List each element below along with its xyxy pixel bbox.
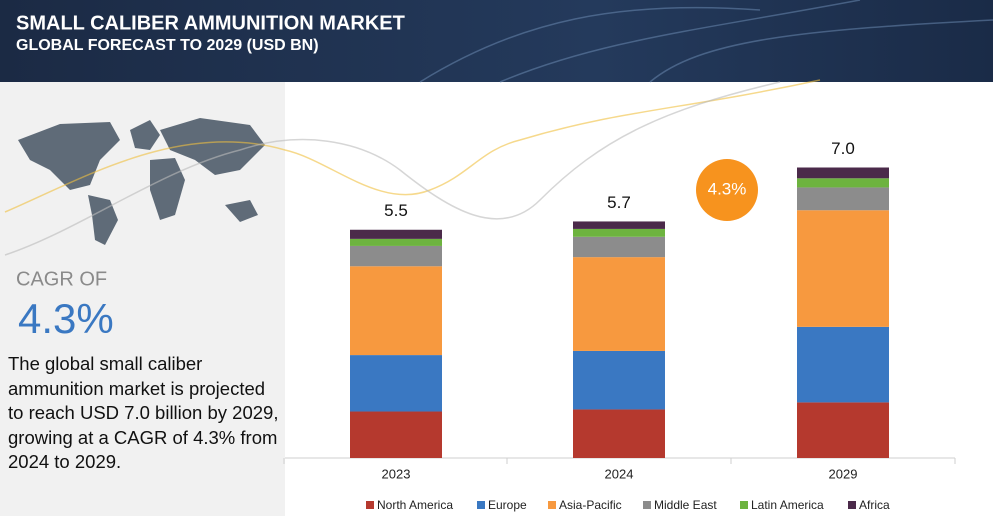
description: The global small caliber ammunition mark… bbox=[8, 353, 279, 472]
x-tick-label: 2024 bbox=[605, 466, 634, 481]
legend-swatch bbox=[366, 501, 374, 509]
bar-segment bbox=[573, 409, 665, 458]
bar-segment bbox=[573, 236, 665, 258]
legend-swatch bbox=[643, 501, 651, 509]
annotation-bubble bbox=[696, 159, 758, 221]
header-decoration bbox=[419, 0, 993, 83]
total-label: 7.0 bbox=[831, 139, 855, 158]
title: SMALL CALIBER AMMUNITION MARKET bbox=[16, 12, 405, 34]
bar-segment bbox=[797, 210, 889, 327]
bar-segment bbox=[350, 238, 442, 246]
cagr-label: CAGR OF bbox=[16, 268, 107, 290]
bar-segment bbox=[350, 229, 442, 239]
bar-segment bbox=[797, 326, 889, 403]
legend-label: Africa bbox=[859, 498, 890, 512]
bar-segment bbox=[350, 355, 442, 412]
legend-label: North America bbox=[377, 498, 453, 512]
legend-swatch bbox=[548, 501, 556, 509]
bar-segment bbox=[797, 167, 889, 179]
bar-segment bbox=[573, 257, 665, 351]
decoration-curve bbox=[4, 79, 821, 213]
subtitle: GLOBAL FORECAST TO 2029 (USD BN) bbox=[16, 37, 319, 54]
bar-segment bbox=[350, 245, 442, 267]
legend-label: Asia-Pacific bbox=[559, 498, 622, 512]
bar-segment bbox=[573, 350, 665, 410]
legend-swatch bbox=[477, 501, 485, 509]
legend-label: Latin America bbox=[751, 498, 824, 512]
bar-segment bbox=[573, 228, 665, 237]
bar-segment bbox=[797, 178, 889, 188]
annotation: 4.3% bbox=[708, 179, 747, 198]
total-label: 5.5 bbox=[384, 201, 408, 220]
legend-swatch bbox=[848, 501, 856, 509]
bar-segment bbox=[350, 411, 442, 458]
world-map bbox=[18, 118, 265, 245]
legend-label: Europe bbox=[488, 498, 527, 512]
legend-label: Middle East bbox=[654, 498, 717, 512]
bar-segment bbox=[797, 187, 889, 211]
bar-segment bbox=[573, 221, 665, 229]
total-label: 5.7 bbox=[607, 193, 631, 212]
legend-swatch bbox=[740, 501, 748, 509]
header-bg bbox=[0, 0, 993, 82]
bar-segment bbox=[350, 266, 442, 356]
cagr-value: 4.3% bbox=[18, 295, 114, 342]
x-tick-label: 2023 bbox=[382, 466, 411, 481]
bar-segment bbox=[797, 402, 889, 458]
decoration-curve bbox=[4, 81, 781, 256]
x-tick-label: 2029 bbox=[829, 466, 858, 481]
